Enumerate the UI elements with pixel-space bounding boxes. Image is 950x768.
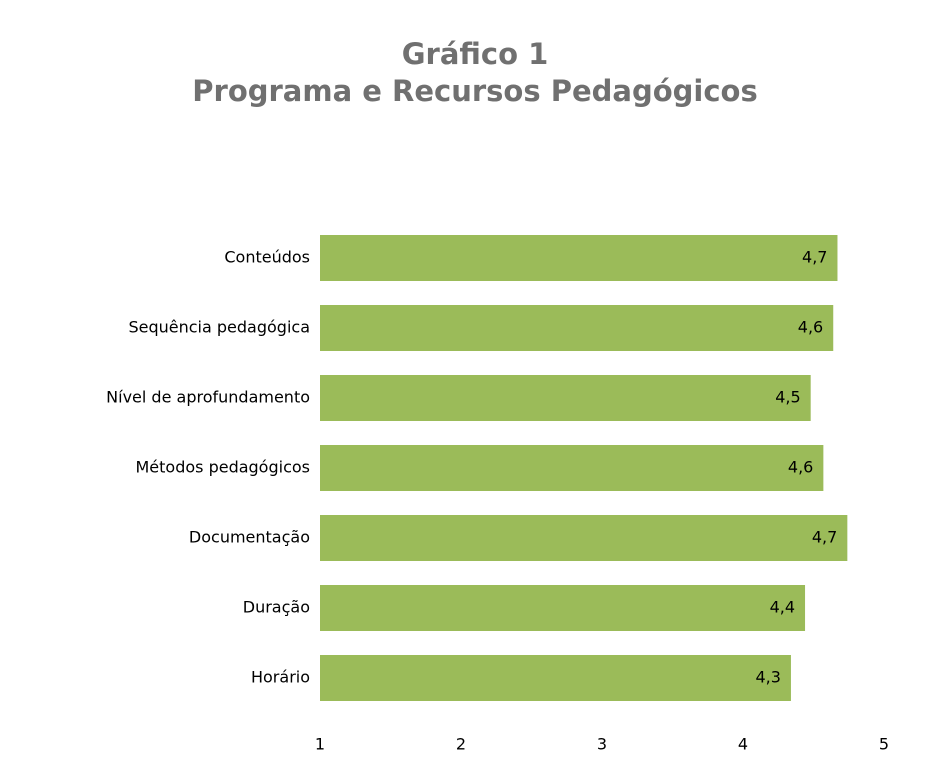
bar bbox=[320, 305, 834, 351]
y-tick-label: Documentação bbox=[189, 528, 310, 547]
chart-subtitle: Programa e Recursos Pedagógicos bbox=[192, 74, 757, 108]
value-label: 4,7 bbox=[802, 248, 827, 267]
x-tick-label: 2 bbox=[456, 735, 466, 754]
y-tick-label: Duração bbox=[243, 598, 310, 617]
y-tick-label: Métodos pedagógicos bbox=[135, 458, 310, 477]
value-label: 4,3 bbox=[755, 668, 780, 687]
x-tick-label: 5 bbox=[879, 735, 889, 754]
y-tick-label: Conteúdos bbox=[224, 248, 310, 267]
bar bbox=[320, 235, 838, 281]
value-label: 4,7 bbox=[812, 528, 837, 547]
bar bbox=[320, 515, 848, 561]
value-label: 4,6 bbox=[788, 458, 813, 477]
value-label: 4,6 bbox=[798, 318, 823, 337]
bar bbox=[320, 585, 806, 631]
y-tick-label: Sequência pedagógica bbox=[128, 318, 310, 337]
chart-title: Gráfico 1 bbox=[402, 37, 549, 71]
y-tick-label: Horário bbox=[251, 668, 310, 687]
bar bbox=[320, 655, 791, 701]
y-tick-label: Nível de aprofundamento bbox=[106, 388, 310, 407]
x-tick-label: 1 bbox=[315, 735, 325, 754]
x-tick-label: 3 bbox=[597, 735, 607, 754]
value-label: 4,4 bbox=[770, 598, 795, 617]
value-label: 4,5 bbox=[775, 388, 800, 407]
bar bbox=[320, 375, 811, 421]
bar bbox=[320, 445, 824, 491]
x-tick-label: 4 bbox=[738, 735, 748, 754]
